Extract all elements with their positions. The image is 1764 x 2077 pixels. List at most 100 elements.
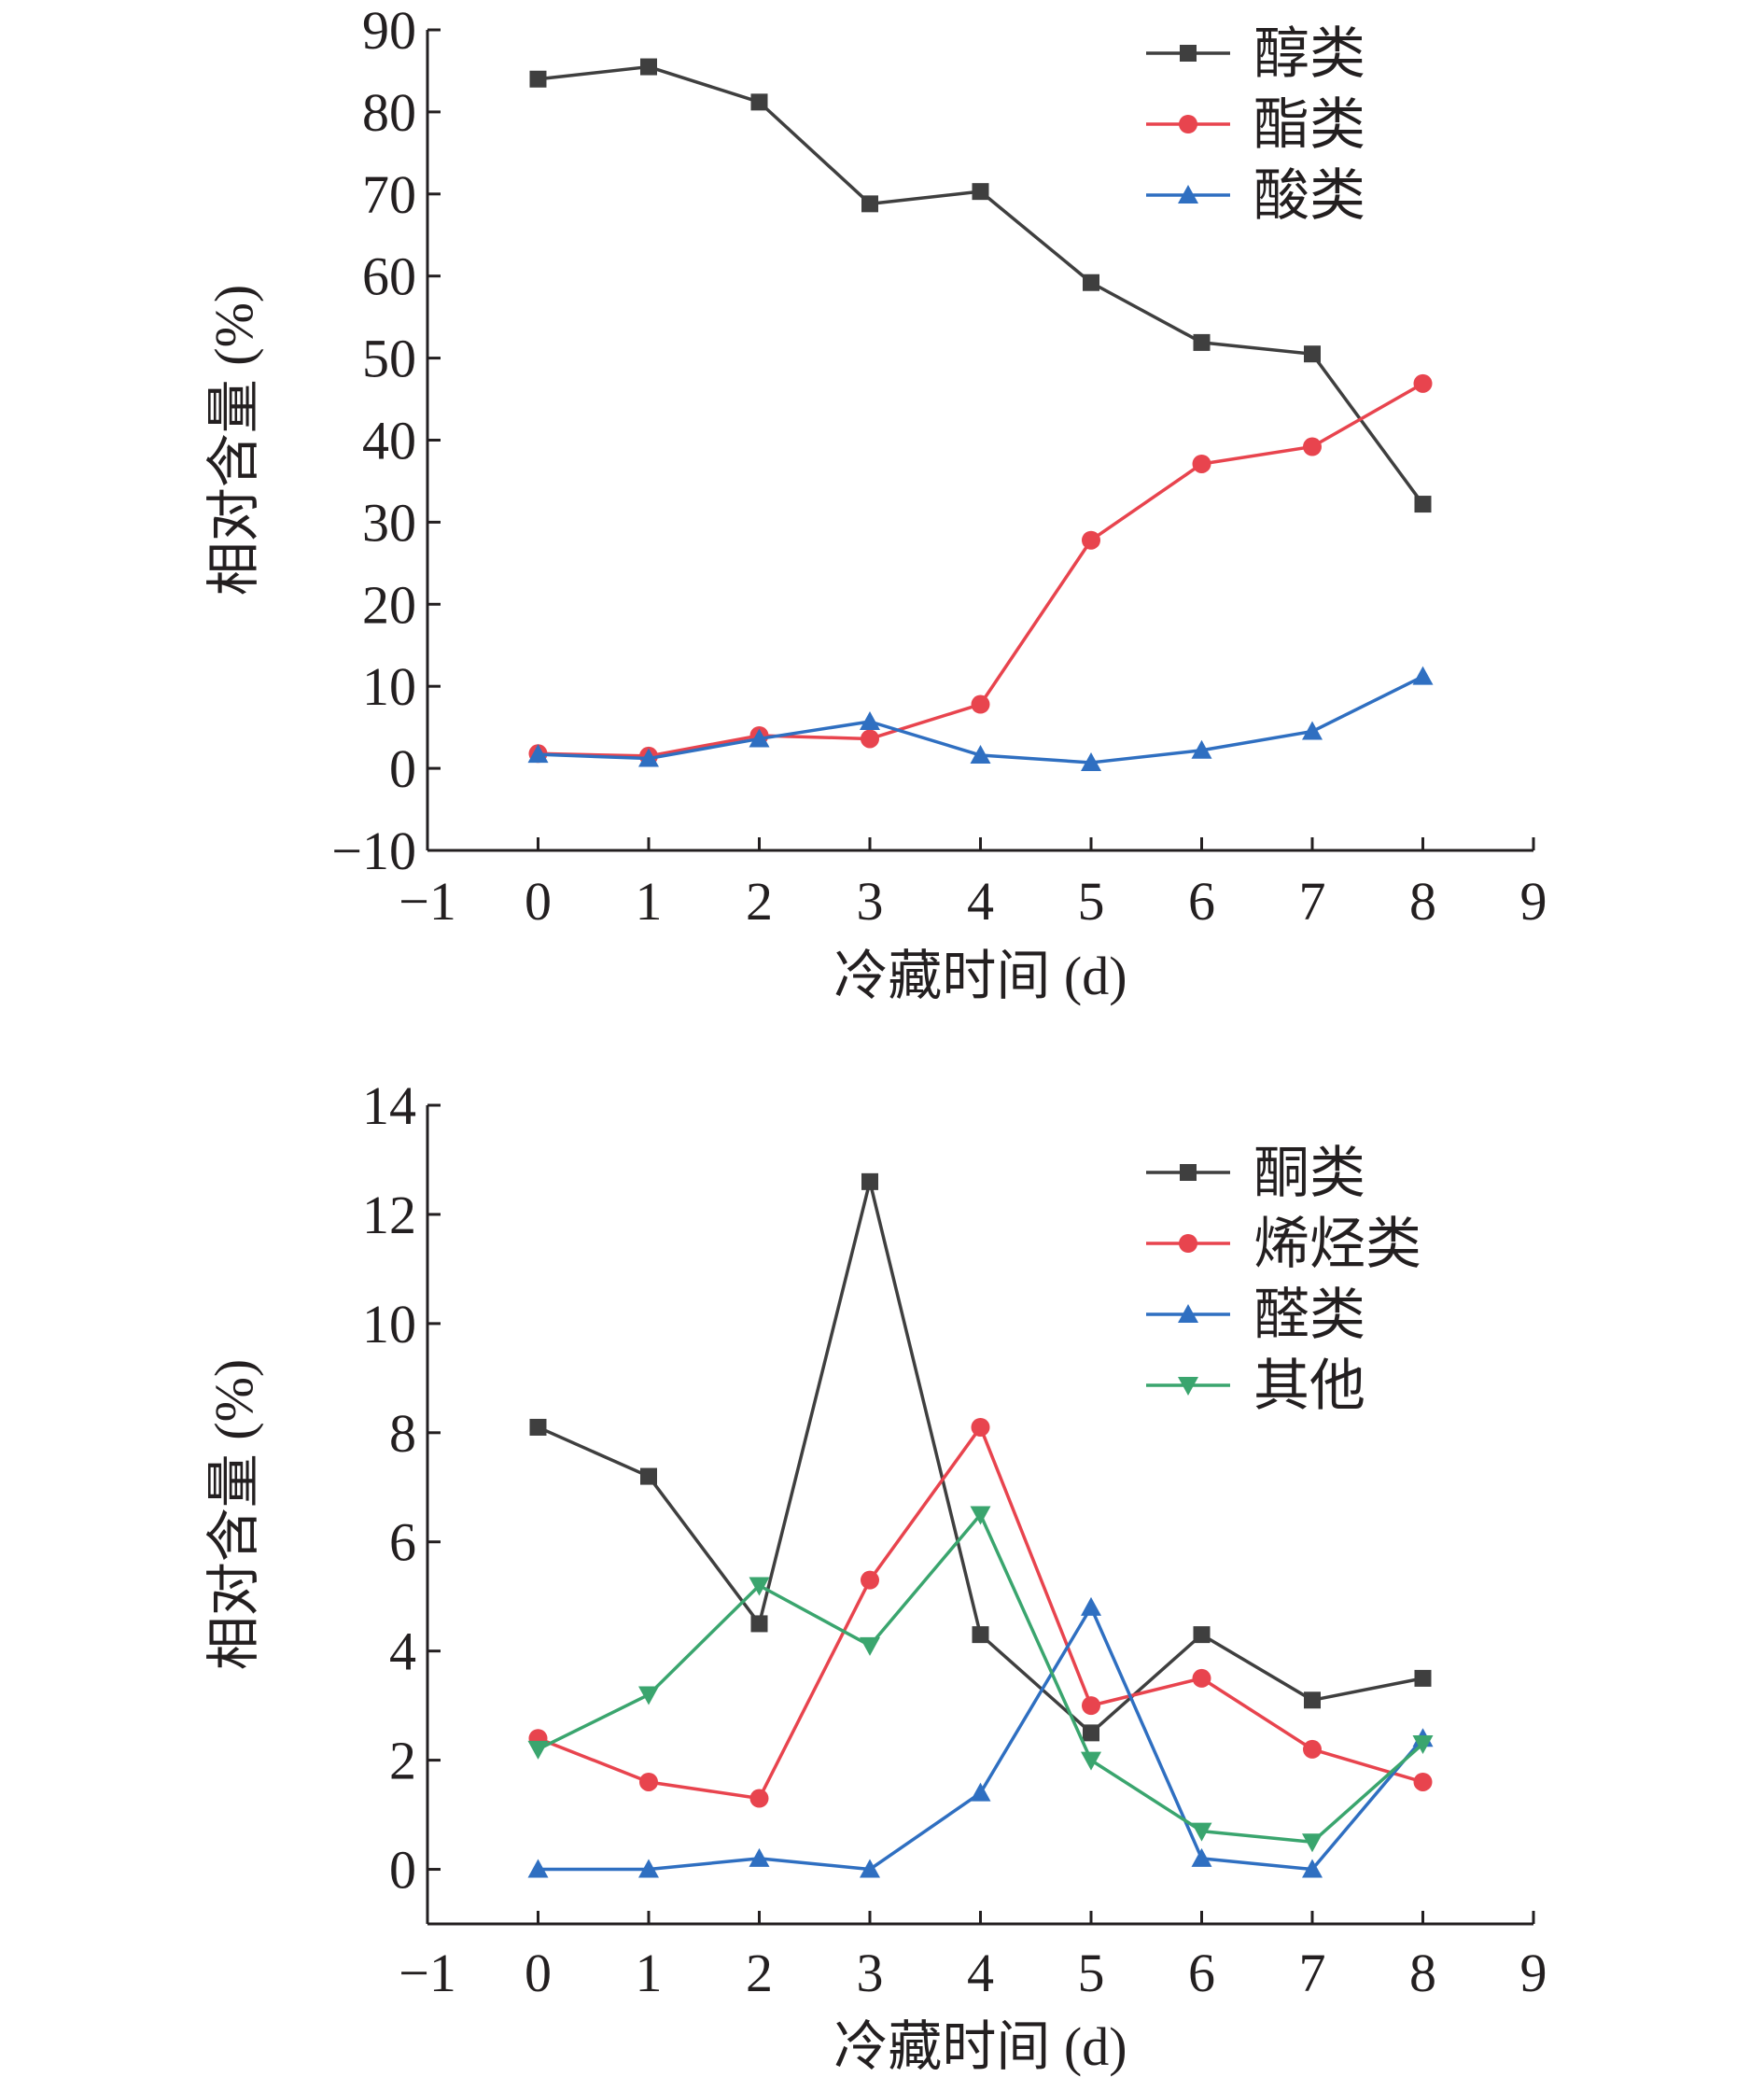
y-tick-label: 8 [389,1403,416,1464]
y-tick-label: 0 [389,738,416,799]
y-axis-title: 相对含量 (%) [203,285,264,596]
legend-label: 酯类 [1253,94,1365,156]
x-axis-title: 冷藏时间 (d) [833,2016,1127,2077]
data-point [1304,345,1321,363]
y-tick-label: 0 [389,1840,416,1901]
legend-marker [1178,1377,1198,1396]
legend-entry: 酯类 [1146,94,1365,156]
legend-marker [1179,1234,1197,1253]
x-tick-label: 7 [1299,1943,1326,2003]
y-tick-label: 60 [362,246,416,307]
data-point [861,1172,878,1190]
x-tick-label: 3 [857,871,884,932]
data-point [1414,496,1432,513]
legend-marker [1180,1164,1197,1181]
data-point [638,1686,659,1705]
x-tick-label: 2 [746,1943,773,2003]
data-point [1193,333,1211,351]
data-point [861,195,878,213]
data-point [1414,1669,1432,1687]
x-tick-label: 0 [525,871,552,932]
series-酸类 [527,666,1434,771]
data-point [1192,454,1211,473]
data-point [1303,1739,1322,1759]
y-tick-label: 30 [362,492,416,553]
x-tick-label: 8 [1409,1943,1436,2003]
y-tick-label: 50 [362,329,416,389]
data-point [1413,373,1433,393]
data-point [1081,751,1101,771]
x-tick-label: 3 [857,1943,884,2003]
y-tick-label: −10 [331,821,416,881]
y-tick-label: 12 [362,1185,416,1245]
legend-entry: 酮类 [1146,1143,1365,1204]
data-point [1081,1596,1101,1616]
data-point [638,1859,659,1878]
data-point [1193,1626,1211,1644]
legend-entry: 醇类 [1146,23,1365,85]
series-醛类 [527,1596,1434,1878]
x-tick-label: 7 [1299,871,1326,932]
y-tick-label: 70 [362,164,416,225]
y-tick-label: 6 [389,1512,416,1573]
data-point [861,729,879,749]
y-tick-label: 20 [362,574,416,635]
series-酮类 [529,1172,1432,1742]
data-point [860,710,880,730]
x-tick-label: −1 [399,1943,456,2003]
legend-marker [1178,1304,1198,1323]
data-point [861,1570,879,1590]
data-point [1304,1691,1321,1709]
data-point [970,1506,991,1525]
data-point [1082,530,1100,550]
legend-label: 其他 [1253,1355,1365,1417]
legend-marker [1180,45,1197,62]
data-point [749,1789,769,1808]
y-tick-label: 10 [362,1294,416,1354]
data-point [527,1859,549,1878]
data-point [1413,1772,1433,1791]
series-醇类 [529,58,1432,513]
data-point [527,1740,549,1760]
data-point [1083,274,1099,291]
data-point [640,1467,657,1485]
legend-label: 醛类 [1253,1284,1365,1346]
data-point [1081,1751,1101,1771]
x-tick-label: 4 [967,871,994,932]
data-point [638,748,659,767]
legend-entry: 其他 [1146,1355,1365,1417]
series-烯烃类 [528,1417,1433,1808]
data-point [1191,739,1212,759]
legend-entry: 醛类 [1146,1284,1365,1346]
legend-marker [1179,115,1197,133]
y-tick-label: 2 [389,1731,416,1791]
data-point [972,183,989,201]
data-point [860,1636,880,1656]
y-tick-label: 4 [389,1621,416,1682]
x-tick-label: 5 [1078,871,1105,932]
data-point [1303,437,1322,456]
legend-label: 酮类 [1253,1143,1365,1204]
data-point [1412,666,1434,685]
data-point [1302,721,1323,740]
data-point [640,58,657,76]
data-point [1192,1668,1211,1688]
data-point [1302,1859,1323,1878]
data-point [529,70,547,88]
data-point [529,1418,547,1436]
legend-marker [1178,185,1198,203]
data-point [1412,1735,1434,1755]
data-point [749,1847,770,1867]
x-tick-label: 6 [1188,1943,1215,2003]
data-point [1191,1847,1212,1867]
x-tick-label: 1 [636,871,663,932]
data-point [970,745,991,765]
data-point [972,1626,989,1644]
data-point [749,728,770,748]
x-tick-label: 4 [967,1943,994,2003]
data-point [971,695,990,714]
data-point [971,1417,990,1437]
x-tick-label: 9 [1520,1943,1547,2003]
series-其他 [527,1506,1434,1853]
